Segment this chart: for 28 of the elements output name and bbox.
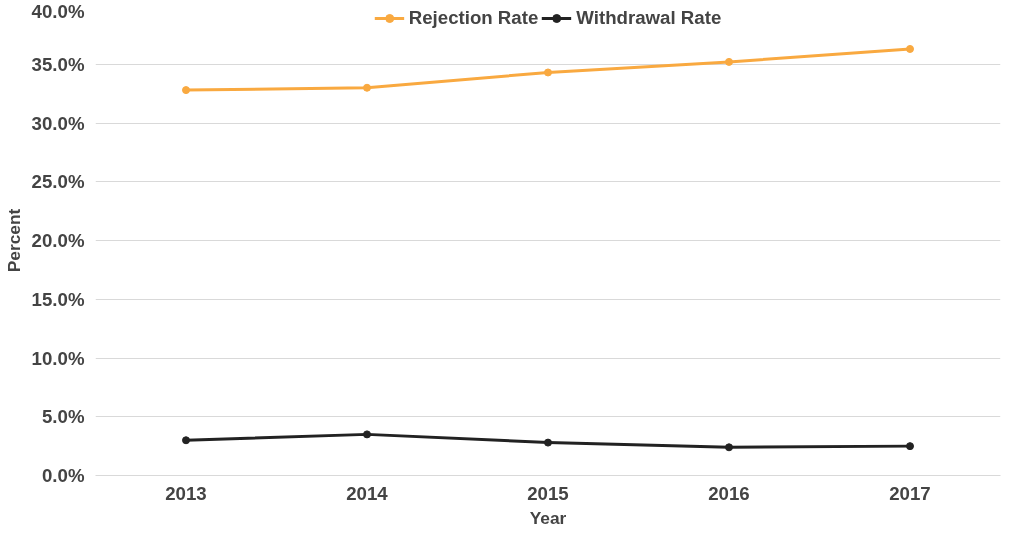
y-tick-label: 0.0% bbox=[41, 465, 85, 486]
y-tick-label: 40.0% bbox=[31, 0, 85, 22]
legend-label: Withdrawal Rate bbox=[576, 7, 722, 29]
x-tick-label: 2015 bbox=[527, 482, 569, 504]
y-tick-label: 25.0% bbox=[31, 171, 85, 193]
x-axis-title: Year bbox=[529, 507, 567, 528]
point bbox=[182, 436, 190, 445]
x-tick-label: 2013 bbox=[165, 482, 207, 504]
legend-label: Rejection Rate bbox=[408, 7, 539, 29]
point bbox=[725, 443, 733, 452]
point bbox=[725, 57, 733, 66]
point bbox=[363, 83, 371, 92]
point bbox=[906, 44, 914, 53]
y-axis-title: Percent bbox=[3, 208, 24, 273]
y-tick-label: 20.0% bbox=[31, 230, 85, 251]
y-tick-label: 15.0% bbox=[31, 288, 85, 310]
x-tick-label: 2016 bbox=[708, 482, 750, 504]
point bbox=[544, 68, 552, 77]
point bbox=[182, 86, 190, 95]
x-tick-label: 2017 bbox=[889, 482, 931, 504]
y-tick-label: 5.0% bbox=[41, 406, 85, 428]
point bbox=[544, 438, 552, 447]
point bbox=[363, 430, 371, 439]
x-tick-label: 2014 bbox=[346, 482, 389, 504]
y-tick-label: 30.0% bbox=[31, 112, 85, 134]
y-tick-label: 35.0% bbox=[31, 53, 85, 75]
point bbox=[906, 442, 914, 451]
y-tick-label: 10.0% bbox=[31, 347, 85, 369]
